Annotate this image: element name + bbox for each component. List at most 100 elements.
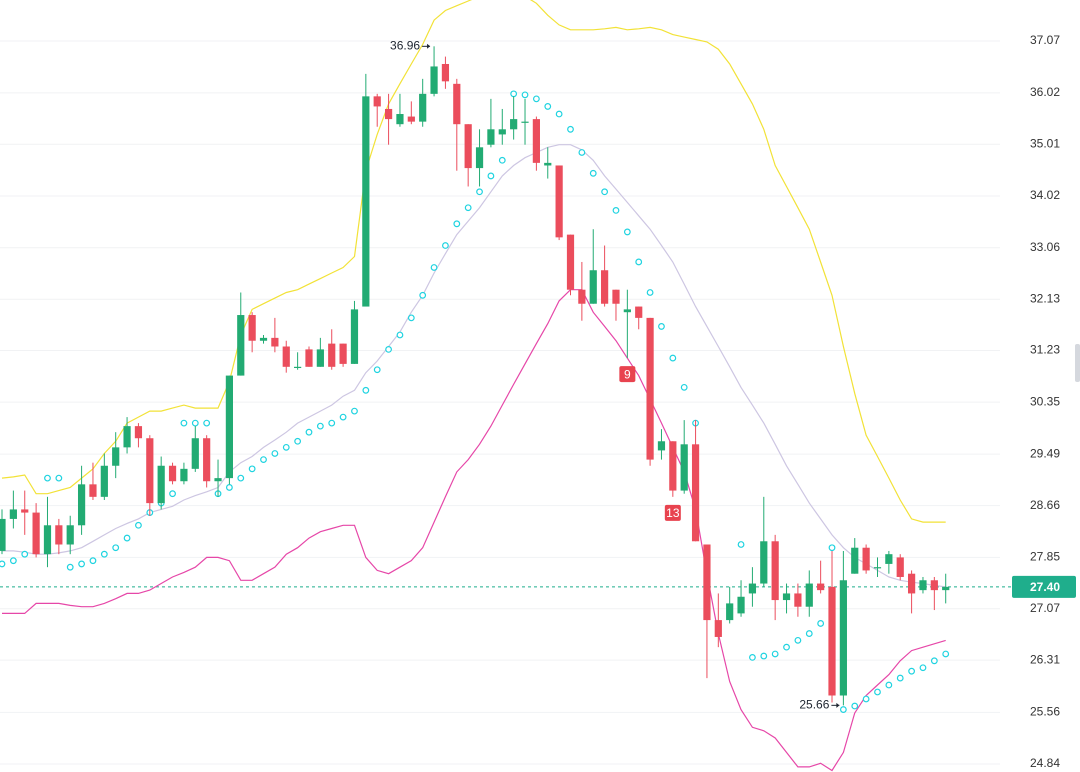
sar-dot — [396, 331, 404, 339]
candle-body — [316, 349, 324, 367]
sar-dot — [169, 490, 176, 498]
candle-body — [294, 366, 302, 369]
sar-dot — [510, 90, 518, 98]
last-price-label: 27.40 — [1030, 580, 1060, 594]
sar-dot — [339, 413, 347, 421]
candle-body — [714, 620, 722, 637]
candle-body — [669, 441, 677, 491]
candle-body — [589, 270, 597, 304]
sequence-marker — [664, 504, 681, 521]
candle-body — [510, 119, 518, 130]
y-tick-label: 29.49 — [1030, 446, 1060, 460]
sar-dot — [89, 557, 97, 565]
sar-dot — [771, 650, 779, 658]
candle-body — [475, 147, 484, 169]
low-annotation: 25.66 — [799, 698, 829, 712]
candle-body — [578, 289, 586, 304]
sar-dot — [532, 95, 540, 103]
sar-dot — [0, 560, 6, 568]
candle-body — [544, 162, 552, 166]
candle-body — [146, 438, 154, 504]
sar-dot — [578, 149, 586, 156]
candle-body — [134, 426, 143, 439]
candle-body — [328, 343, 336, 367]
sar-dot — [908, 667, 915, 675]
candle-body — [384, 108, 393, 120]
candle-body — [214, 478, 222, 482]
y-tick-label: 35.01 — [1030, 136, 1060, 150]
scroll-handle[interactable] — [1075, 344, 1080, 382]
y-tick-label: 32.13 — [1030, 291, 1060, 305]
candle-body — [817, 583, 825, 591]
sar-dot — [328, 419, 336, 427]
candle-body — [794, 593, 802, 607]
sar-dot — [442, 242, 449, 249]
y-tick-label: 26.31 — [1030, 652, 1060, 666]
candle-body — [237, 315, 245, 376]
sar-dot — [373, 366, 381, 374]
candle-body — [271, 337, 279, 347]
sar-dot — [135, 521, 142, 529]
candle-body — [771, 541, 779, 601]
candle-body — [601, 270, 609, 304]
sar-dot — [658, 323, 665, 330]
sar-dot — [817, 620, 825, 627]
candle-body — [0, 518, 6, 551]
sar-dot — [282, 443, 290, 451]
sar-dot — [248, 465, 256, 473]
candle-body — [862, 547, 870, 571]
sar-dot — [498, 156, 506, 164]
sar-dot — [66, 563, 74, 571]
band-line — [1, 0, 946, 523]
candle-body — [873, 567, 882, 569]
candle-body — [930, 580, 938, 591]
sar-dot — [737, 541, 745, 548]
candle-body — [112, 447, 120, 466]
candle-body — [168, 465, 177, 482]
sar-dot — [749, 654, 756, 661]
candle-body — [248, 315, 256, 341]
candle-body — [691, 444, 700, 542]
candle-body — [646, 317, 654, 460]
candle-body — [453, 83, 461, 125]
price-axis: 37.07 36.02 35.01 34.02 33.06 32.13 31.23 30.35… — [1012, 33, 1076, 770]
sar-dot — [112, 544, 120, 552]
sar-dot — [544, 103, 552, 110]
candle-body — [180, 468, 188, 482]
y-tick-label: 33.06 — [1030, 240, 1060, 254]
sar-dot — [9, 557, 17, 565]
candle-body — [43, 525, 52, 555]
candle-body — [305, 349, 313, 367]
candle-body — [373, 96, 381, 107]
sar-dot — [942, 650, 950, 658]
sar-dot — [55, 474, 63, 482]
candle-body — [726, 603, 734, 621]
y-tick-label: 28.66 — [1030, 498, 1060, 512]
sequence-label: 9 — [624, 367, 631, 381]
sar-dot — [44, 474, 51, 482]
annotation-arrowhead — [836, 702, 840, 708]
sar-dot — [362, 386, 370, 394]
y-tick-label: 36.02 — [1030, 85, 1060, 99]
candle-body — [657, 441, 666, 451]
sar-dot — [100, 550, 108, 558]
sar-dot — [567, 125, 574, 133]
y-tick-label: 30.35 — [1030, 394, 1060, 408]
sar-dot — [839, 706, 847, 713]
candle-body — [32, 512, 40, 555]
sar-dot — [612, 206, 620, 214]
candle-body — [805, 583, 813, 607]
candle-body — [225, 375, 233, 479]
grid — [0, 40, 1012, 765]
sar-dot — [896, 674, 904, 682]
sar-dot — [601, 188, 609, 196]
candle-body — [828, 586, 836, 696]
sar-dot — [123, 534, 131, 542]
sar-dot — [555, 110, 563, 118]
sar-dot — [851, 702, 859, 710]
y-tick-label: 27.07 — [1030, 601, 1060, 615]
sar-dot — [669, 354, 677, 362]
candle-body — [623, 309, 631, 313]
candle-body — [203, 438, 211, 482]
candle-body — [407, 116, 415, 122]
